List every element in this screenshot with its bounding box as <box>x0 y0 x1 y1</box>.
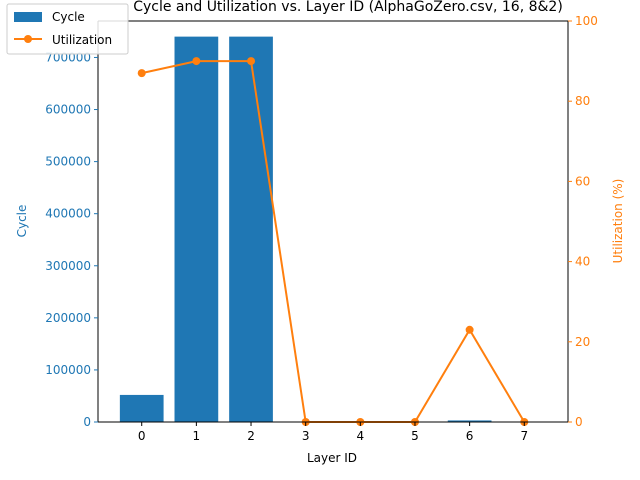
plot-frame <box>97 20 569 423</box>
legend-utilization-label: Utilization <box>52 33 112 47</box>
y-left-tick-label: 400000 <box>45 207 91 221</box>
x-axis-label: Layer ID <box>307 451 357 465</box>
utilization-point-1 <box>192 57 201 66</box>
x-tick-label: 5 <box>411 429 419 443</box>
utilization-point-2 <box>247 57 256 66</box>
y-axis-left: 0100000200000300000400000500000600000700… <box>45 50 98 429</box>
bar-cycle-6 <box>447 420 492 422</box>
y-right-tick-label: 60 <box>575 174 590 188</box>
utilization-point-6 <box>465 325 474 334</box>
legend-cycle-swatch <box>14 12 42 22</box>
x-tick-label: 2 <box>247 429 255 443</box>
y-axis-right: 0 20 40 60 80 100 <box>568 14 598 429</box>
y-right-tick-label: 80 <box>575 94 590 108</box>
y-left-tick-label: 500000 <box>45 155 91 169</box>
legend-cycle-label: Cycle <box>52 10 85 24</box>
y-right-tick-label: 40 <box>575 255 590 269</box>
y-left-tick-label: 200000 <box>45 311 91 325</box>
bar-cycle-1 <box>174 36 219 422</box>
bars-layer <box>119 36 492 422</box>
x-axis: 0 1 2 3 4 5 6 7 <box>138 422 528 443</box>
x-tick-label: 7 <box>520 429 528 443</box>
x-tick-label: 1 <box>193 429 201 443</box>
y-left-tick-label: 0 <box>83 415 91 429</box>
legend: Cycle Utilization <box>6 3 129 55</box>
y-right-tick-label: 100 <box>575 14 598 28</box>
y-right-tick-label: 20 <box>575 335 590 349</box>
utilization-point-0 <box>137 69 146 78</box>
x-tick-label: 6 <box>466 429 474 443</box>
x-tick-label: 4 <box>357 429 365 443</box>
bar-cycle-2 <box>229 36 273 422</box>
y-axis-left-label: Cycle <box>15 205 29 238</box>
x-tick-label: 0 <box>138 429 146 443</box>
y-left-tick-label: 300000 <box>45 259 91 273</box>
y-axis-right-label: Utilization (%) <box>611 179 625 264</box>
y-left-tick-label: 100000 <box>45 363 91 377</box>
x-tick-label: 3 <box>302 429 310 443</box>
y-left-tick-label: 600000 <box>45 103 91 117</box>
y-right-tick-label: 0 <box>575 415 583 429</box>
chart-title: Cycle and Utilization vs. Layer ID (Alph… <box>133 0 563 15</box>
legend-utilization-marker <box>24 35 32 43</box>
bar-cycle-0 <box>119 394 164 422</box>
